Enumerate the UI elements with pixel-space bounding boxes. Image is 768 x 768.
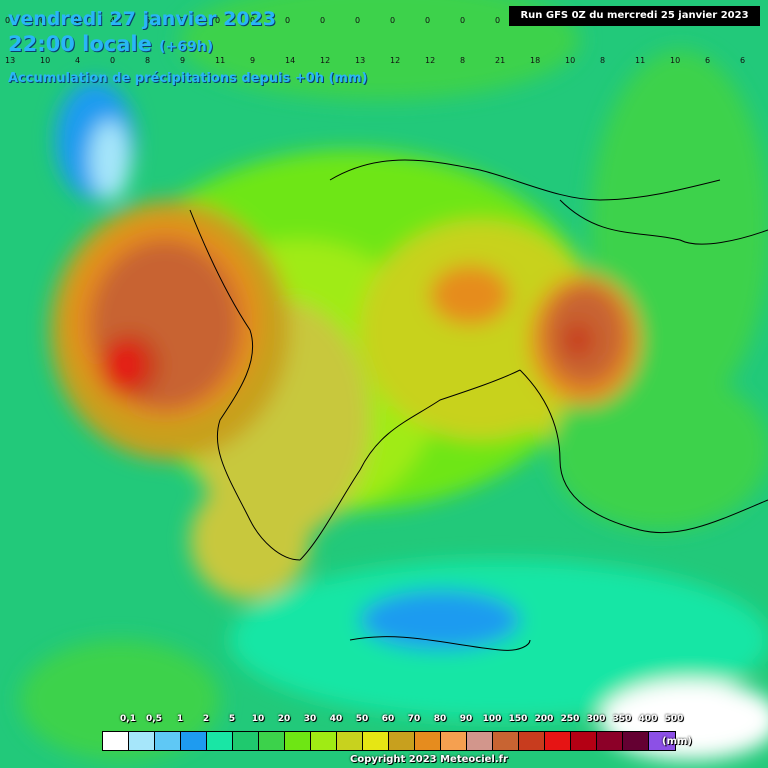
grid-value: 10	[670, 56, 680, 65]
legend-label: 30	[303, 714, 317, 724]
grid-value: 10	[40, 56, 50, 65]
legend-swatch	[129, 732, 155, 750]
legend-label: 350	[612, 714, 632, 724]
legend-label: 40	[329, 714, 343, 724]
grid-value: 21	[495, 56, 505, 65]
legend-swatch	[415, 732, 441, 750]
legend-swatch	[233, 732, 259, 750]
grid-value: 8	[600, 56, 605, 65]
grid-value: 0	[460, 16, 465, 25]
grid-value: 8	[460, 56, 465, 65]
legend-unit: (mm)	[662, 736, 692, 747]
legend-swatch	[363, 732, 389, 750]
map-subtitle: Accumulation de précipitations depuis +0…	[8, 71, 368, 86]
legend-swatch	[467, 732, 493, 750]
legend-swatch	[649, 732, 675, 750]
run-info-box: Run GFS 0Z du mercredi 25 janvier 2023	[509, 6, 760, 26]
legend-swatch	[597, 732, 623, 750]
grid-value: 9	[180, 56, 185, 65]
grid-value: 6	[740, 56, 745, 65]
grid-value: 0	[250, 16, 255, 25]
legend-label: 60	[381, 714, 395, 724]
grid-value: 0	[495, 16, 500, 25]
grid-value: 10	[565, 56, 575, 65]
legend-label: 100	[482, 714, 502, 724]
legend-label: 300	[586, 714, 606, 724]
legend-swatch	[285, 732, 311, 750]
legend-swatch	[623, 732, 649, 750]
grid-value: 9	[250, 56, 255, 65]
legend-label: 70	[407, 714, 421, 724]
legend-swatch	[155, 732, 181, 750]
legend-label: 20	[277, 714, 291, 724]
grid-value: 13	[5, 56, 15, 65]
grid-value: 0	[390, 16, 395, 25]
grid-value: 6	[145, 16, 150, 25]
grid-value: 13	[355, 56, 365, 65]
grid-value: 18	[530, 56, 540, 65]
copyright-text: Copyright 2023 Meteociel.fr	[350, 754, 508, 765]
legend-swatch	[545, 732, 571, 750]
forecast-date: vendredi 27 janvier 2023	[8, 8, 276, 30]
legend-label: 2	[202, 714, 210, 724]
legend-color-bar	[102, 731, 676, 751]
legend-swatch	[389, 732, 415, 750]
legend-swatch	[337, 732, 363, 750]
grid-value: 0	[285, 16, 290, 25]
legend-swatch	[571, 732, 597, 750]
grid-value: 0	[110, 56, 115, 65]
legend-label: 150	[508, 714, 528, 724]
legend-label: 90	[459, 714, 473, 724]
legend-label: 250	[560, 714, 580, 724]
legend-swatch	[311, 732, 337, 750]
grid-value: 0	[425, 16, 430, 25]
legend-labels: 0,1 0,5 1 2 5 10 20 30 40 50 60 70 80 90 100 150 200 250 3…	[110, 714, 683, 726]
legend-label: 0,1	[120, 714, 136, 724]
legend-swatch	[493, 732, 519, 750]
legend-swatch	[441, 732, 467, 750]
grid-value: 11	[215, 56, 225, 65]
grid-value: 4	[110, 16, 115, 25]
grid-value: 6	[705, 56, 710, 65]
grid-value: 7	[180, 16, 185, 25]
legend-swatch	[519, 732, 545, 750]
grid-value: 6	[40, 16, 45, 25]
legend-label: 5	[228, 714, 236, 724]
grid-value: 0	[5, 16, 10, 25]
legend-label: 10	[251, 714, 265, 724]
grid-value: 1	[75, 16, 80, 25]
grid-value: 12	[390, 56, 400, 65]
grid-value: 11	[635, 56, 645, 65]
legend-label: 1	[176, 714, 184, 724]
grid-value: 0	[215, 16, 220, 25]
legend-label: 500	[664, 714, 684, 724]
grid-value: 8	[145, 56, 150, 65]
legend-label: 400	[638, 714, 658, 724]
grid-value: 0	[355, 16, 360, 25]
grid-value: 4	[75, 56, 80, 65]
legend-swatch	[259, 732, 285, 750]
grid-value: 12	[425, 56, 435, 65]
legend-swatch	[207, 732, 233, 750]
coastlines	[189, 159, 768, 651]
legend-label: 50	[355, 714, 369, 724]
lead-time: (+69h)	[159, 39, 214, 55]
legend-swatch	[103, 732, 129, 750]
legend-swatch	[181, 732, 207, 750]
legend-label: 80	[433, 714, 447, 724]
legend-label: 0,5	[146, 714, 162, 724]
grid-value: 12	[320, 56, 330, 65]
grid-value: 14	[285, 56, 295, 65]
grid-value: 0	[320, 16, 325, 25]
legend-label: 200	[534, 714, 554, 724]
forecast-time: 22:00 locale (+69h)	[8, 32, 214, 56]
